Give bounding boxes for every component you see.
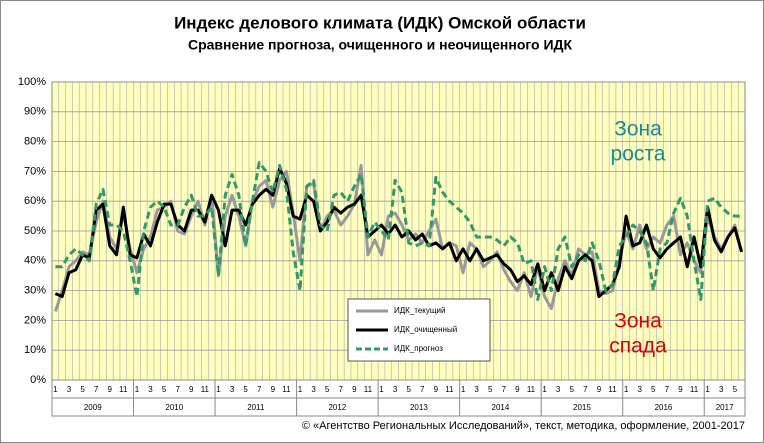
x-tick-label: 5 (243, 385, 248, 394)
x-tick-label: 11 (527, 385, 536, 394)
x-tick-label: 3 (474, 385, 479, 394)
x-tick-label: 3 (637, 385, 642, 394)
year-label: 2009 (84, 403, 102, 412)
x-tick-label: 1 (379, 385, 384, 394)
y-tick-label: 0% (30, 374, 46, 386)
x-tick-label: 1 (216, 385, 221, 394)
x-tick-label: 5 (570, 385, 575, 394)
x-tick-label: 7 (175, 385, 180, 394)
x-tick-label: 9 (108, 385, 113, 394)
x-tick-label: 1 (298, 385, 303, 394)
x-tick-label: 7 (257, 385, 262, 394)
x-tick-label: 7 (339, 385, 344, 394)
year-label: 2011 (247, 403, 265, 412)
annotation: Зона (614, 310, 662, 333)
x-tick-label: 7 (502, 385, 507, 394)
annotation: спада (609, 335, 667, 358)
chart-subtitle: Сравнение прогноза, очищенного и неочище… (188, 37, 573, 53)
x-tick-label: 5 (488, 385, 493, 394)
y-tick-label: 20% (24, 314, 46, 326)
year-label: 2014 (492, 403, 510, 412)
x-tick-label: 5 (162, 385, 167, 394)
x-tick-label: 7 (583, 385, 588, 394)
x-tick-label: 7 (94, 385, 99, 394)
x-tick-label: 7 (665, 385, 670, 394)
x-tick-label: 11 (282, 385, 291, 394)
x-tick-label: 9 (678, 385, 683, 394)
year-label: 2013 (410, 403, 428, 412)
x-tick-label: 11 (690, 385, 699, 394)
x-tick-label: 3 (148, 385, 153, 394)
x-tick-label: 7 (420, 385, 425, 394)
y-tick-label: 40% (24, 255, 46, 267)
x-tick-label: 11 (608, 385, 617, 394)
y-tick-label: 100% (18, 76, 46, 88)
x-tick-label: 3 (556, 385, 561, 394)
x-tick-label: 5 (733, 385, 738, 394)
annotation: роста (611, 143, 666, 166)
x-tick-label: 3 (67, 385, 72, 394)
year-label: 2015 (573, 403, 591, 412)
x-tick-label: 9 (515, 385, 520, 394)
year-label: 2012 (328, 403, 346, 412)
series-line (54, 166, 744, 299)
footer: © «Агентство Региональных Исследований»,… (302, 420, 745, 432)
y-tick-label: 80% (24, 136, 46, 148)
x-tick-label: 9 (271, 385, 276, 394)
x-tick-label: 11 (201, 385, 210, 394)
y-tick-label: 70% (24, 165, 46, 177)
x-tick-label: 1 (624, 385, 629, 394)
legend-label: ИДК_текущий (394, 306, 445, 315)
x-tick-label: 1 (461, 385, 466, 394)
x-tick-label: 5 (325, 385, 330, 394)
x-tick-label: 1 (705, 385, 710, 394)
x-tick-label: 11 (119, 385, 128, 394)
chart-title: Индекс делового климата (ИДК) Омской обл… (174, 13, 586, 32)
x-tick-label: 11 (445, 385, 454, 394)
year-label: 2016 (655, 403, 673, 412)
x-tick-label: 1 (53, 385, 58, 394)
x-tick-label: 9 (352, 385, 357, 394)
y-tick-label: 10% (24, 344, 46, 356)
legend-label: ИДК_прогноз (394, 344, 443, 353)
x-tick-label: 11 (364, 385, 373, 394)
x-tick-label: 5 (651, 385, 656, 394)
x-tick-label: 5 (80, 385, 85, 394)
y-tick-label: 50% (24, 225, 46, 237)
x-tick-label: 1 (542, 385, 547, 394)
x-tick-label: 1 (135, 385, 140, 394)
legend-label: ИДК_очищенный (394, 325, 457, 334)
y-tick-label: 60% (24, 195, 46, 207)
x-tick-label: 3 (311, 385, 316, 394)
x-tick-label: 5 (406, 385, 411, 394)
annotation: Зона (614, 118, 662, 141)
x-tick-label: 3 (393, 385, 398, 394)
y-tick-label: 90% (24, 106, 46, 118)
y-tick-label: 30% (24, 285, 46, 297)
year-label: 2010 (165, 403, 183, 412)
x-tick-label: 3 (230, 385, 235, 394)
x-tick-label: 9 (189, 385, 194, 394)
series-line (55, 160, 742, 302)
year-label: 2017 (716, 403, 734, 412)
x-tick-label: 9 (434, 385, 439, 394)
x-tick-label: 9 (597, 385, 602, 394)
x-tick-label: 3 (719, 385, 724, 394)
